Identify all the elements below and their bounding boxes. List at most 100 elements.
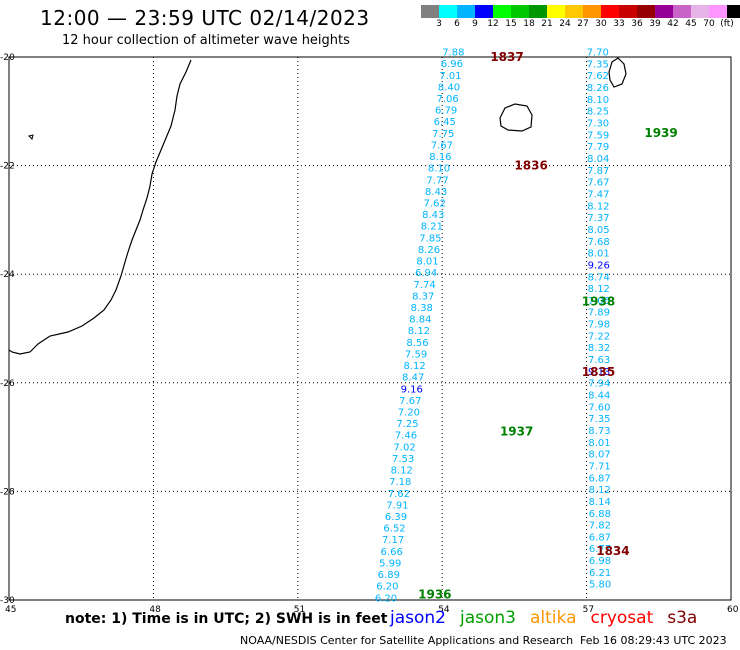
swh-value: 7.67 <box>399 396 421 407</box>
swh-value: 9.13 <box>588 367 610 378</box>
legend-swatch <box>475 5 493 18</box>
legend-swatch <box>637 5 655 18</box>
legend-swatch <box>529 5 547 18</box>
swh-value: 6.39 <box>385 512 407 523</box>
legend-swatch <box>583 5 601 18</box>
legend-swatch <box>655 5 673 18</box>
track-number-labels: 1837 1836 1835 1834 1939 1938 1937 1936 <box>418 50 678 602</box>
y-tick-label: -28 <box>0 487 15 497</box>
track-label: 1936 <box>418 588 451 602</box>
swh-value: 7.75 <box>432 129 454 140</box>
swh-value: 8.44 <box>588 391 610 402</box>
swh-value: 6.21 <box>589 568 611 579</box>
x-tick-label: 54 <box>438 605 450 615</box>
swh-value: 8.07 <box>588 450 610 461</box>
swh-value: 8.01 <box>588 249 610 260</box>
reunion-coastline <box>499 103 533 132</box>
y-tick-label: -24 <box>0 270 15 280</box>
swh-value: 6.66 <box>381 547 403 558</box>
swh-track-ascending: 7.707.357.628.268.108.257.307.597.798.04… <box>587 48 612 591</box>
swh-value: 9.26 <box>588 260 610 271</box>
legend-swatch <box>727 5 740 18</box>
map-grid: 45 48 51 54 57 60 -20 -22 -24 -26 -28 -30 <box>0 53 739 615</box>
track-label: 1836 <box>514 159 547 173</box>
track-label: 1939 <box>644 126 677 140</box>
legend-swatch <box>421 5 439 18</box>
swh-value: 6.88 <box>589 509 611 520</box>
swh-track-descending: 7.886.967.018.407.066.796.457.757.678.16… <box>375 48 465 605</box>
swh-value: 6.96 <box>441 59 463 70</box>
swh-value: 7.47 <box>587 189 609 200</box>
track-label: 1938 <box>582 294 615 308</box>
swh-value: 7.35 <box>588 414 610 425</box>
swh-value: 8.12 <box>391 466 413 477</box>
satellite-altika: altika <box>530 608 577 628</box>
swh-value: 7.62 <box>424 199 446 210</box>
swh-value: 6.94 <box>415 268 437 279</box>
swh-value: 7.88 <box>442 48 464 59</box>
legend-swatch <box>673 5 691 18</box>
swh-value: 5.80 <box>589 580 611 591</box>
swh-value: 6.89 <box>378 570 400 581</box>
legend-unit: (ft) <box>720 19 734 29</box>
swh-value: 8.84 <box>409 315 431 326</box>
swh-value: 7.06 <box>588 296 610 307</box>
swh-value: 8.01 <box>416 257 438 268</box>
swh-value: 7.62 <box>587 71 609 82</box>
swh-value: 6.45 <box>434 117 456 128</box>
legend-label: 15 <box>505 19 517 29</box>
track-label: 1837 <box>490 50 523 64</box>
swh-value: 6.20 <box>376 582 398 593</box>
swh-value: 7.25 <box>396 419 418 430</box>
swh-value: 7.35 <box>587 59 609 70</box>
legend-label: 24 <box>559 19 571 29</box>
swh-value: 8.37 <box>412 291 434 302</box>
swh-value: 7.59 <box>405 349 427 360</box>
legend-swatch <box>565 5 583 18</box>
swh-value: 7.06 <box>436 94 458 105</box>
swh-value: 8.73 <box>588 426 610 437</box>
swh-value: 7.77 <box>426 175 448 186</box>
swh-value: 7.70 <box>587 48 609 59</box>
swh-value: 8.12 <box>408 326 430 337</box>
swh-value: 7.68 <box>587 237 609 248</box>
swh-value: 8.74 <box>588 272 610 283</box>
swh-value: 7.67 <box>587 178 609 189</box>
track-label: 1834 <box>596 544 629 558</box>
swh-value: 6.98 <box>589 556 611 567</box>
swh-value: 7.89 <box>588 308 610 319</box>
legend-swatches <box>421 5 740 18</box>
credit-line: NOAA/NESDIS Center for Satellite Applica… <box>240 634 574 647</box>
swh-value: 7.17 <box>382 535 404 546</box>
swh-value: 8.12 <box>588 284 610 295</box>
swh-value: 8.43 <box>422 210 444 221</box>
swh-value: 7.59 <box>587 130 609 141</box>
legend-label: 21 <box>541 19 553 29</box>
x-tick-label: 51 <box>294 605 305 615</box>
swh-value: 7.01 <box>439 71 461 82</box>
swh-value: 8.10 <box>428 164 450 175</box>
madagascar-coastline <box>8 59 192 355</box>
legend-swatch <box>511 5 529 18</box>
swh-value: 8.43 <box>425 187 447 198</box>
track-label: 1937 <box>500 425 533 439</box>
swh-value: 8.10 <box>587 95 609 106</box>
swh-value: 7.30 <box>587 119 609 130</box>
swh-value: 7.22 <box>588 331 610 342</box>
timestamp: Feb 16 08:29:43 UTC 2023 <box>580 634 727 647</box>
legend-label: 45 <box>685 19 697 29</box>
satellite-legend: jason2 jason3 altika cryosat s3a <box>390 608 697 628</box>
y-tick-label: -26 <box>0 379 15 389</box>
y-tick-label: -22 <box>0 162 15 172</box>
swh-value: 7.98 <box>588 320 610 331</box>
legend-label: 30 <box>595 19 607 29</box>
legend-swatch <box>457 5 475 18</box>
swh-value: 7.46 <box>395 431 417 442</box>
swh-value: 8.21 <box>421 222 443 233</box>
color-legend: 3 6 9 12 15 18 21 24 27 30 33 36 39 42 45 70 (ft) <box>421 5 740 29</box>
swh-value: 7.62 <box>388 489 410 500</box>
swh-value: 7.91 <box>386 500 408 511</box>
swh-value: 8.25 <box>587 107 609 118</box>
legend-label: 39 <box>649 19 661 29</box>
legend-swatch <box>493 5 511 18</box>
